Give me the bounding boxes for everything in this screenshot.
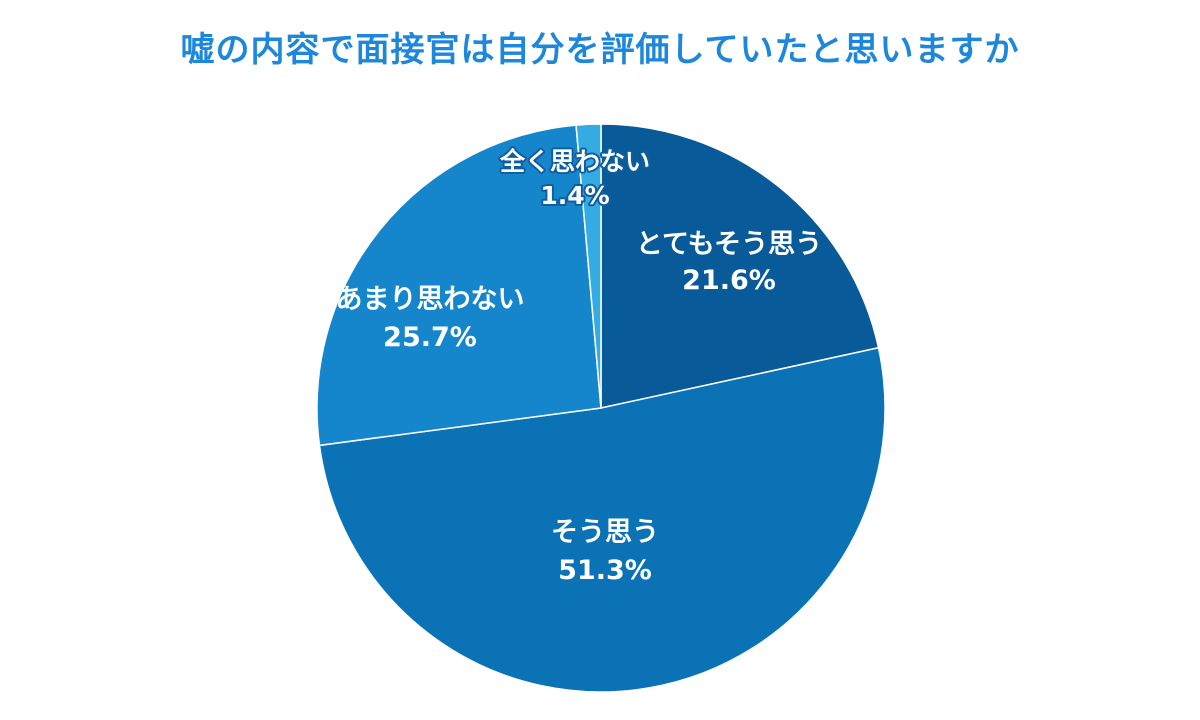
- pie-labels: とてもそう思う 21.6% そう思う 51.3% あまり思わない 25.7% 全く思わない 1…: [336, 145, 823, 586]
- slice-category-label: とてもそう思う: [636, 229, 822, 260]
- slice-category-label: 全く思わない: [499, 147, 650, 176]
- pie-slice-1: [600, 123, 880, 409]
- slice-value-label: 1.4%: [540, 181, 609, 210]
- chart-title: 嘘の内容で面接官は自分を評価していたと思いますか: [180, 30, 1020, 70]
- slice-value-label: 51.3%: [558, 555, 652, 586]
- pie-slices: [316, 123, 886, 693]
- pie-slice-4: [575, 123, 602, 409]
- slice-value-label: 25.7%: [383, 322, 477, 353]
- pie-slice-3: [316, 124, 602, 447]
- slice-category-label: あまり思わない: [336, 284, 525, 315]
- slice-value-label: 21.6%: [682, 265, 776, 296]
- pie-slice-2: [318, 346, 886, 693]
- slice-category-label: そう思う: [551, 517, 659, 548]
